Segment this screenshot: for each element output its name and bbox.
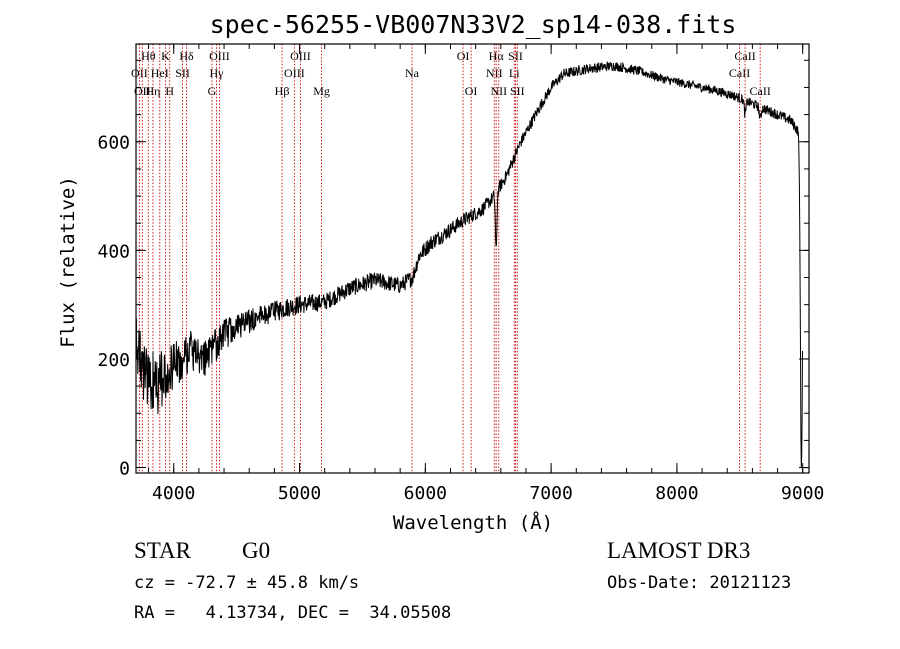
line-marker-label-14: OIII — [290, 49, 311, 63]
x-tick-label: 8000 — [655, 483, 698, 504]
line-marker-label-26: CaII — [734, 49, 755, 63]
line-marker-label-3: Hη — [146, 84, 161, 98]
line-marker-label-27: CaII — [750, 84, 771, 98]
plot-frame — [135, 43, 810, 474]
line-marker-label-5: K — [161, 49, 170, 63]
line-marker-label-6: H — [165, 84, 174, 98]
observation-date: Obs-Date: 20121123 — [607, 573, 792, 593]
line-marker-label-18: OI — [465, 84, 478, 98]
line-markers: OIIOIIHθHηHeIKHSIIHδGHγOIIIHβOIIIOIIIMgN… — [131, 44, 771, 473]
line-marker-label-19: NII — [486, 66, 503, 80]
object-class: STAR — [134, 538, 191, 563]
y-tick-label: 0 — [119, 459, 130, 480]
object-subclass: G0 — [242, 538, 271, 563]
line-marker-label-12: Hβ — [275, 84, 290, 98]
y-tick-label: 600 — [97, 133, 130, 154]
redshift-velocity: cz = -72.7 ± 45.8 km/s — [134, 573, 360, 593]
x-tick-label: 6000 — [404, 483, 447, 504]
line-marker-label-4: HeI — [151, 66, 169, 80]
line-marker-label-9: G — [208, 84, 217, 98]
line-marker-label-22: Li — [509, 66, 520, 80]
y-axis-label: Flux (relative) — [57, 176, 79, 348]
spectrum-series — [135, 61, 803, 468]
line-marker-label-17: OI — [457, 49, 470, 63]
line-marker-label-11: OIII — [209, 49, 230, 63]
line-marker-label-24: SII — [510, 84, 525, 98]
survey-name: LAMOST DR3 — [607, 538, 751, 563]
x-tick-label: 7000 — [529, 483, 572, 504]
y-tick-label: 400 — [97, 241, 130, 262]
line-marker-label-20: Hα — [489, 49, 505, 63]
x-tick-label: 5000 — [278, 483, 321, 504]
line-marker-label-7: SII — [175, 66, 190, 80]
line-marker-label-23: SII — [508, 49, 523, 63]
axes: 4000 5000 6000 7000 8000 9000 0 200 400 600 — [97, 44, 824, 504]
x-axis-label: Wavelength (Å) — [393, 511, 553, 534]
spectrum-line — [135, 61, 803, 468]
x-tick-label: 9000 — [781, 483, 824, 504]
line-marker-label-13: OIII — [284, 66, 305, 80]
line-marker-label-10: Hγ — [210, 66, 225, 80]
line-marker-label-25: CaII — [729, 66, 750, 80]
chart-title: spec-56255-VB007N33V2_sp14-038.fits — [210, 10, 737, 39]
x-tick-label: 4000 — [152, 483, 195, 504]
line-marker-label-2: Hθ — [141, 49, 156, 63]
ra-dec-coordinates: RA = 4.13734, DEC = 34.05508 — [134, 603, 452, 623]
line-marker-label-15: Mg — [313, 84, 330, 98]
y-tick-label: 200 — [97, 350, 130, 371]
line-marker-label-21: NII — [490, 84, 507, 98]
line-marker-label-0: OII — [131, 66, 148, 80]
line-marker-label-8: Hδ — [179, 49, 194, 63]
line-marker-label-16: Na — [405, 66, 420, 80]
